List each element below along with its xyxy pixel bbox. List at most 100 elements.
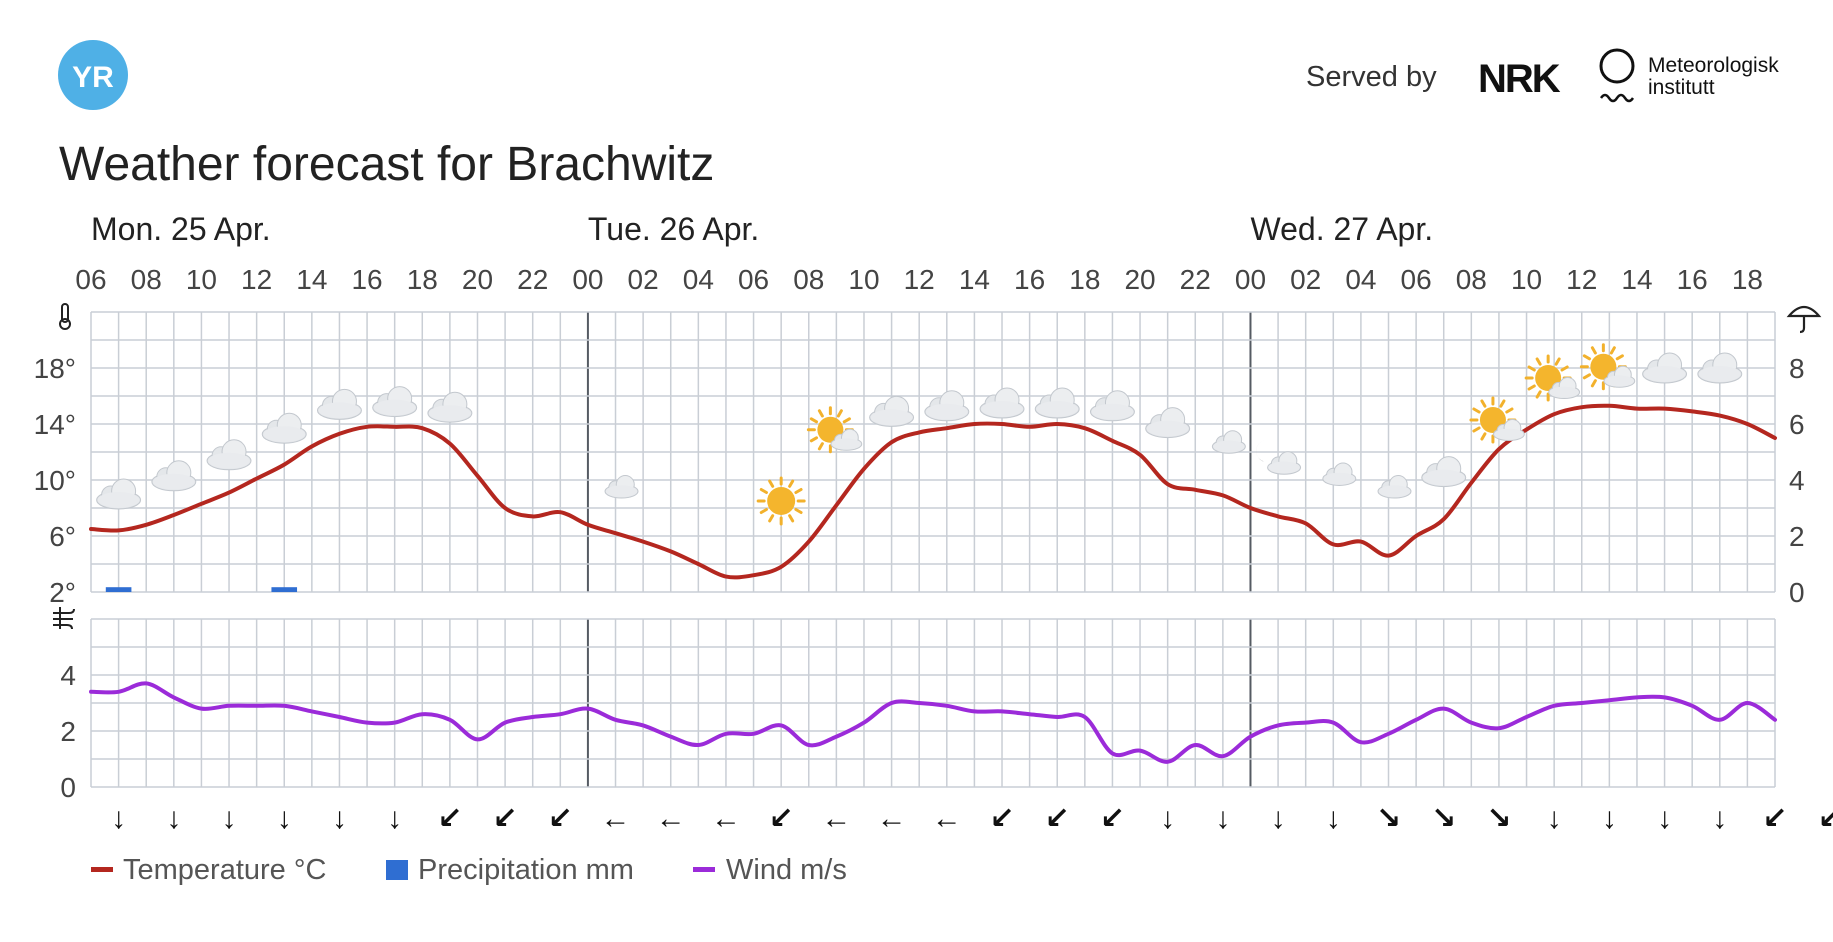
wind-direction-arrow: ← [877,802,907,835]
wind-direction-arrow: ↓ [332,802,347,835]
temperature-grid [90,311,1776,593]
day-label: Mon. 25 Apr. [91,211,271,247]
cloud-shape [1322,462,1357,486]
hour-label: 20 [1124,264,1155,295]
weather-symbols [96,343,1743,545]
legend-precipitation-swatch [386,860,408,880]
served-by-label: Served by [1306,61,1437,93]
met-logo-line1: Meteorologisk [1648,54,1779,77]
cloud-shape [1377,475,1412,499]
cloud-icon [1034,387,1080,419]
hour-label: 06 [75,264,106,295]
legend-wind-swatch [693,867,715,872]
cloud-shape [96,478,142,510]
temperature-tick-label: 2° [49,577,76,608]
wind-direction-arrow: ← [656,802,686,835]
wind-direction-arrow: ↓ [387,802,402,835]
cloud-shape [1089,390,1135,422]
wind-direction-arrow: ↓ [1271,802,1286,835]
legend-temperature-label: Temperature °C [123,854,326,886]
hour-label: 12 [241,264,272,295]
hour-label: 00 [572,264,603,295]
wind-direction-arrow: ↙ [548,802,573,835]
legend-temperature[interactable]: Temperature °C [91,854,326,886]
precipitation-bar [271,587,298,592]
cloud-icon [151,460,197,492]
hour-label: 14 [959,264,990,295]
wind-tick-label: 2 [60,716,76,747]
wind-direction-arrow: ← [821,802,851,835]
cloud-shape [261,412,307,444]
met-logo-circle [1599,48,1635,84]
precipitation-tick-label: 0 [1789,577,1805,608]
legend-wind[interactable]: Wind m/s [693,854,847,886]
hour-label: 04 [1345,264,1376,295]
wind-direction-arrow: ↘ [1486,802,1511,835]
hour-label: 10 [1511,264,1542,295]
temperature-tick-label: 10° [34,465,76,496]
hour-label: 12 [904,264,935,295]
legend-precipitation[interactable]: Precipitation mm [386,854,634,886]
cloud-shape [1034,387,1080,419]
wind-direction-arrow: ↓ [1160,802,1175,835]
temperature-axis: 2° 6° 10° 14° 18° [34,353,76,608]
hour-label: 14 [1621,264,1652,295]
hour-label: 22 [1180,264,1211,295]
yr-logo[interactable]: YR [58,40,128,110]
cloud-icon [869,395,915,427]
hour-label: 02 [1290,264,1321,295]
sun-cloud-icon [1579,343,1636,391]
hour-label: 18 [1069,264,1100,295]
thermometer-icon [59,303,71,330]
wind-direction-arrow: ↙ [437,802,462,835]
cloud-icon [1642,352,1688,384]
moon-shape [1256,440,1269,463]
moon-cloud-icon [1200,419,1246,454]
wind-direction-arrow: ↓ [1657,802,1672,835]
hour-label: 20 [462,264,493,295]
precipitation-tick-label: 6 [1789,409,1805,440]
wind-direction-arrow: ← [932,802,962,835]
wind-direction-arrow: ↓ [1602,802,1617,835]
temperature-tick-label: 6° [49,521,76,552]
cloud-shape [1603,365,1636,388]
wind-direction-arrow: ↙ [1762,802,1787,835]
cloud-shape [316,388,362,420]
sun-cloud-icon [1469,396,1525,444]
cloud-shape [1548,377,1581,400]
wind-grid [90,618,1776,788]
wind-direction-arrow: ↓ [166,802,181,835]
cloud-shape [372,386,418,418]
cloud-shape [979,387,1025,419]
cloud-shape [1421,456,1467,488]
met-logo[interactable]: Meteorologisk institutt [1599,48,1779,103]
hour-label: 18 [407,264,438,295]
wind-direction-arrow: ↙ [769,802,794,835]
wind-line [89,681,1777,764]
cloud-icon [427,391,473,423]
wind-direction-arrow: ↓ [222,802,237,835]
cloud-shape [151,460,197,492]
moon-cloud-icon [1311,451,1357,486]
cloud-icon [1421,456,1467,488]
temperature-tick-label: 18° [34,353,76,384]
wind-direction-arrows: ↓ ↓ ↓ ↓ ↓ ↓ ↙ ↙ ↙ ← ← ← ↙ ← ← ← ↙ ↙ ↙ ↓ ↓ ↓ ↓ ↘ ↘ ↘ ↓ ↓ ↓ ↓ ↙ ↙ [111,802,1833,835]
wind-direction-arrow: ↓ [277,802,292,835]
hour-label: 02 [628,264,659,295]
cloud-icon [372,386,418,418]
cloud-shape [869,395,915,427]
precipitation-bar [105,587,132,592]
moon-shape [1200,419,1214,442]
legend-wind-label: Wind m/s [726,854,847,886]
hour-label: 10 [848,264,879,295]
wind-direction-arrow: ↙ [989,802,1014,835]
wind-direction-arrow: ↓ [111,802,126,835]
cloud-icon [1089,390,1135,422]
hour-label: 06 [738,264,769,295]
wind-tick-label: 4 [60,660,76,691]
hour-label: 08 [131,264,162,295]
day-labels: Mon. 25 Apr. Tue. 26 Apr. Wed. 27 Apr. [91,211,1433,247]
met-logo-line2: institutt [1648,76,1715,99]
nrk-logo[interactable]: NRK [1478,57,1563,101]
